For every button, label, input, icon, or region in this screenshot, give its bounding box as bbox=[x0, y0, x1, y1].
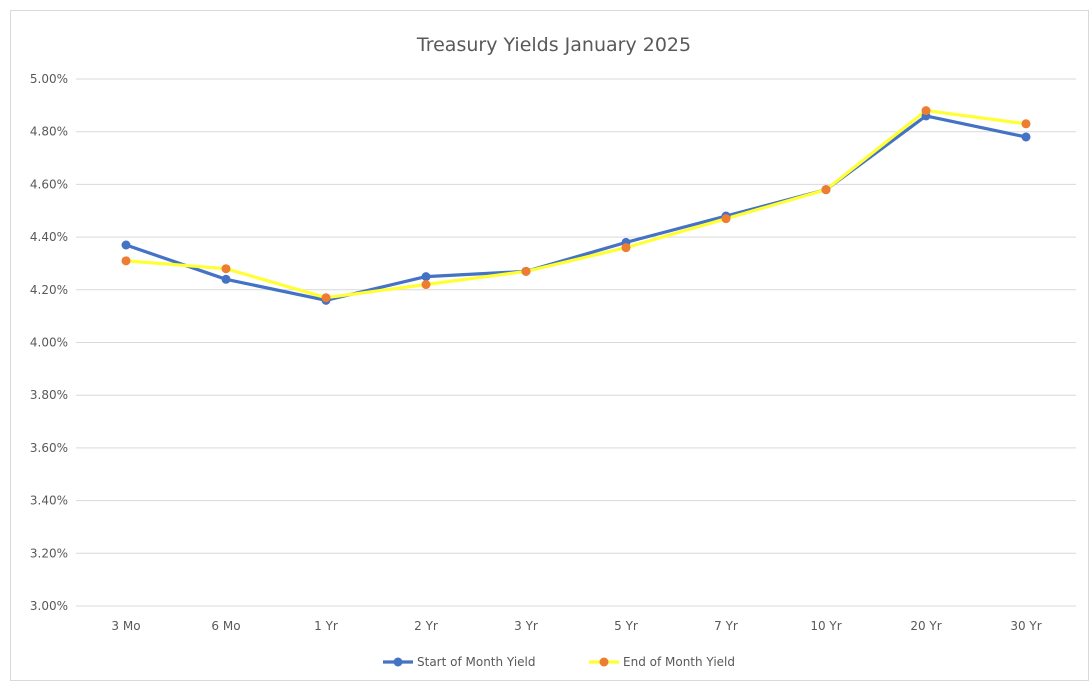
y-tick-label: 3.00% bbox=[30, 599, 68, 613]
x-tick-label: 2 Yr bbox=[414, 619, 438, 633]
series-2-point bbox=[422, 280, 431, 289]
series-1-point bbox=[222, 275, 231, 284]
x-tick-label: 10 Yr bbox=[810, 619, 841, 633]
x-tick-label: 30 Yr bbox=[1010, 619, 1041, 633]
x-axis-tick-labels: 3 Mo 6 Mo 1 Yr 2 Yr 3 Yr 5 Yr 7 Yr 10 Yr 20 Yr 30… bbox=[111, 619, 1041, 633]
y-tick-label: 4.00% bbox=[30, 336, 68, 350]
series-2-point bbox=[622, 243, 631, 252]
legend-marker-1 bbox=[394, 658, 403, 667]
chart-container: Treasury Yields January 2025 3.00% 3.20% 3… bbox=[10, 10, 1089, 681]
series-2-point bbox=[822, 185, 831, 194]
series-2-point bbox=[122, 256, 131, 265]
x-tick-label: 6 Mo bbox=[211, 619, 240, 633]
y-tick-label: 3.40% bbox=[30, 494, 68, 508]
series-1-point bbox=[422, 272, 431, 281]
series-layer bbox=[122, 106, 1031, 305]
series-2-point bbox=[922, 106, 931, 115]
legend-label-1: Start of Month Yield bbox=[417, 655, 536, 669]
series-1-point bbox=[1022, 132, 1031, 141]
y-tick-label: 3.60% bbox=[30, 441, 68, 455]
series-2-point bbox=[1022, 119, 1031, 128]
x-tick-label: 1 Yr bbox=[314, 619, 338, 633]
series-line-1 bbox=[126, 116, 1026, 300]
x-tick-label: 3 Yr bbox=[514, 619, 538, 633]
legend-marker-2 bbox=[600, 658, 609, 667]
series-1-point bbox=[122, 241, 131, 250]
legend-label-2: End of Month Yield bbox=[623, 655, 735, 669]
x-tick-label: 7 Yr bbox=[714, 619, 738, 633]
y-tick-label: 4.40% bbox=[30, 230, 68, 244]
legend: Start of Month Yield End of Month Yield bbox=[383, 655, 735, 669]
y-tick-label: 3.80% bbox=[30, 388, 68, 402]
series-line-2 bbox=[126, 111, 1026, 298]
series-2-point bbox=[322, 293, 331, 302]
y-axis-tick-labels: 3.00% 3.20% 3.40% 3.60% 3.80% 4.00% 4.20% 4.40%… bbox=[30, 72, 68, 613]
x-tick-label: 5 Yr bbox=[614, 619, 638, 633]
chart-title: Treasury Yields January 2025 bbox=[416, 34, 691, 56]
y-tick-label: 4.20% bbox=[30, 283, 68, 297]
x-tick-label: 20 Yr bbox=[910, 619, 941, 633]
y-tick-label: 4.60% bbox=[30, 177, 68, 191]
series-2-point bbox=[222, 264, 231, 273]
series-2-point bbox=[522, 267, 531, 276]
series-2-point bbox=[722, 214, 731, 223]
gridlines bbox=[76, 79, 1076, 606]
line-chart: Treasury Yields January 2025 3.00%3.20%3… bbox=[11, 11, 1090, 682]
y-tick-label: 4.80% bbox=[30, 125, 68, 139]
y-tick-label: 5.00% bbox=[30, 72, 68, 86]
y-tick-label: 3.20% bbox=[30, 546, 68, 560]
x-tick-label: 3 Mo bbox=[111, 619, 140, 633]
